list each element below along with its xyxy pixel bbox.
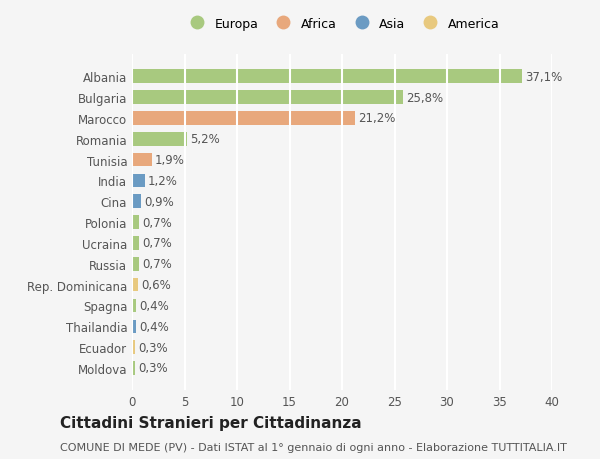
Text: 25,8%: 25,8% xyxy=(406,91,443,104)
Bar xyxy=(132,153,152,167)
Text: 1,2%: 1,2% xyxy=(148,174,178,188)
Text: 21,2%: 21,2% xyxy=(358,112,395,125)
Bar xyxy=(132,195,142,208)
Bar xyxy=(132,278,139,292)
Bar xyxy=(132,112,355,125)
Text: 0,7%: 0,7% xyxy=(143,216,172,229)
Text: 5,2%: 5,2% xyxy=(190,133,220,146)
Text: 0,7%: 0,7% xyxy=(143,237,172,250)
Text: 0,4%: 0,4% xyxy=(139,299,169,312)
Bar xyxy=(132,299,136,313)
Text: 0,4%: 0,4% xyxy=(139,320,169,333)
Text: COMUNE DI MEDE (PV) - Dati ISTAT al 1° gennaio di ogni anno - Elaborazione TUTTI: COMUNE DI MEDE (PV) - Dati ISTAT al 1° g… xyxy=(60,442,567,452)
Text: 1,9%: 1,9% xyxy=(155,154,185,167)
Text: 0,9%: 0,9% xyxy=(145,196,175,208)
Bar xyxy=(132,70,521,84)
Bar xyxy=(132,361,135,375)
Bar xyxy=(132,341,135,354)
Bar xyxy=(132,257,139,271)
Bar xyxy=(132,320,136,333)
Text: 0,6%: 0,6% xyxy=(142,279,171,291)
Text: 37,1%: 37,1% xyxy=(525,71,562,84)
Bar xyxy=(132,133,187,146)
Bar xyxy=(132,237,139,250)
Legend: Europa, Africa, Asia, America: Europa, Africa, Asia, America xyxy=(184,18,500,31)
Bar xyxy=(132,91,403,105)
Bar xyxy=(132,216,139,230)
Text: Cittadini Stranieri per Cittadinanza: Cittadini Stranieri per Cittadinanza xyxy=(60,415,362,430)
Text: 0,7%: 0,7% xyxy=(143,257,172,271)
Text: 0,3%: 0,3% xyxy=(139,341,168,354)
Text: 0,3%: 0,3% xyxy=(139,362,168,375)
Bar xyxy=(132,174,145,188)
